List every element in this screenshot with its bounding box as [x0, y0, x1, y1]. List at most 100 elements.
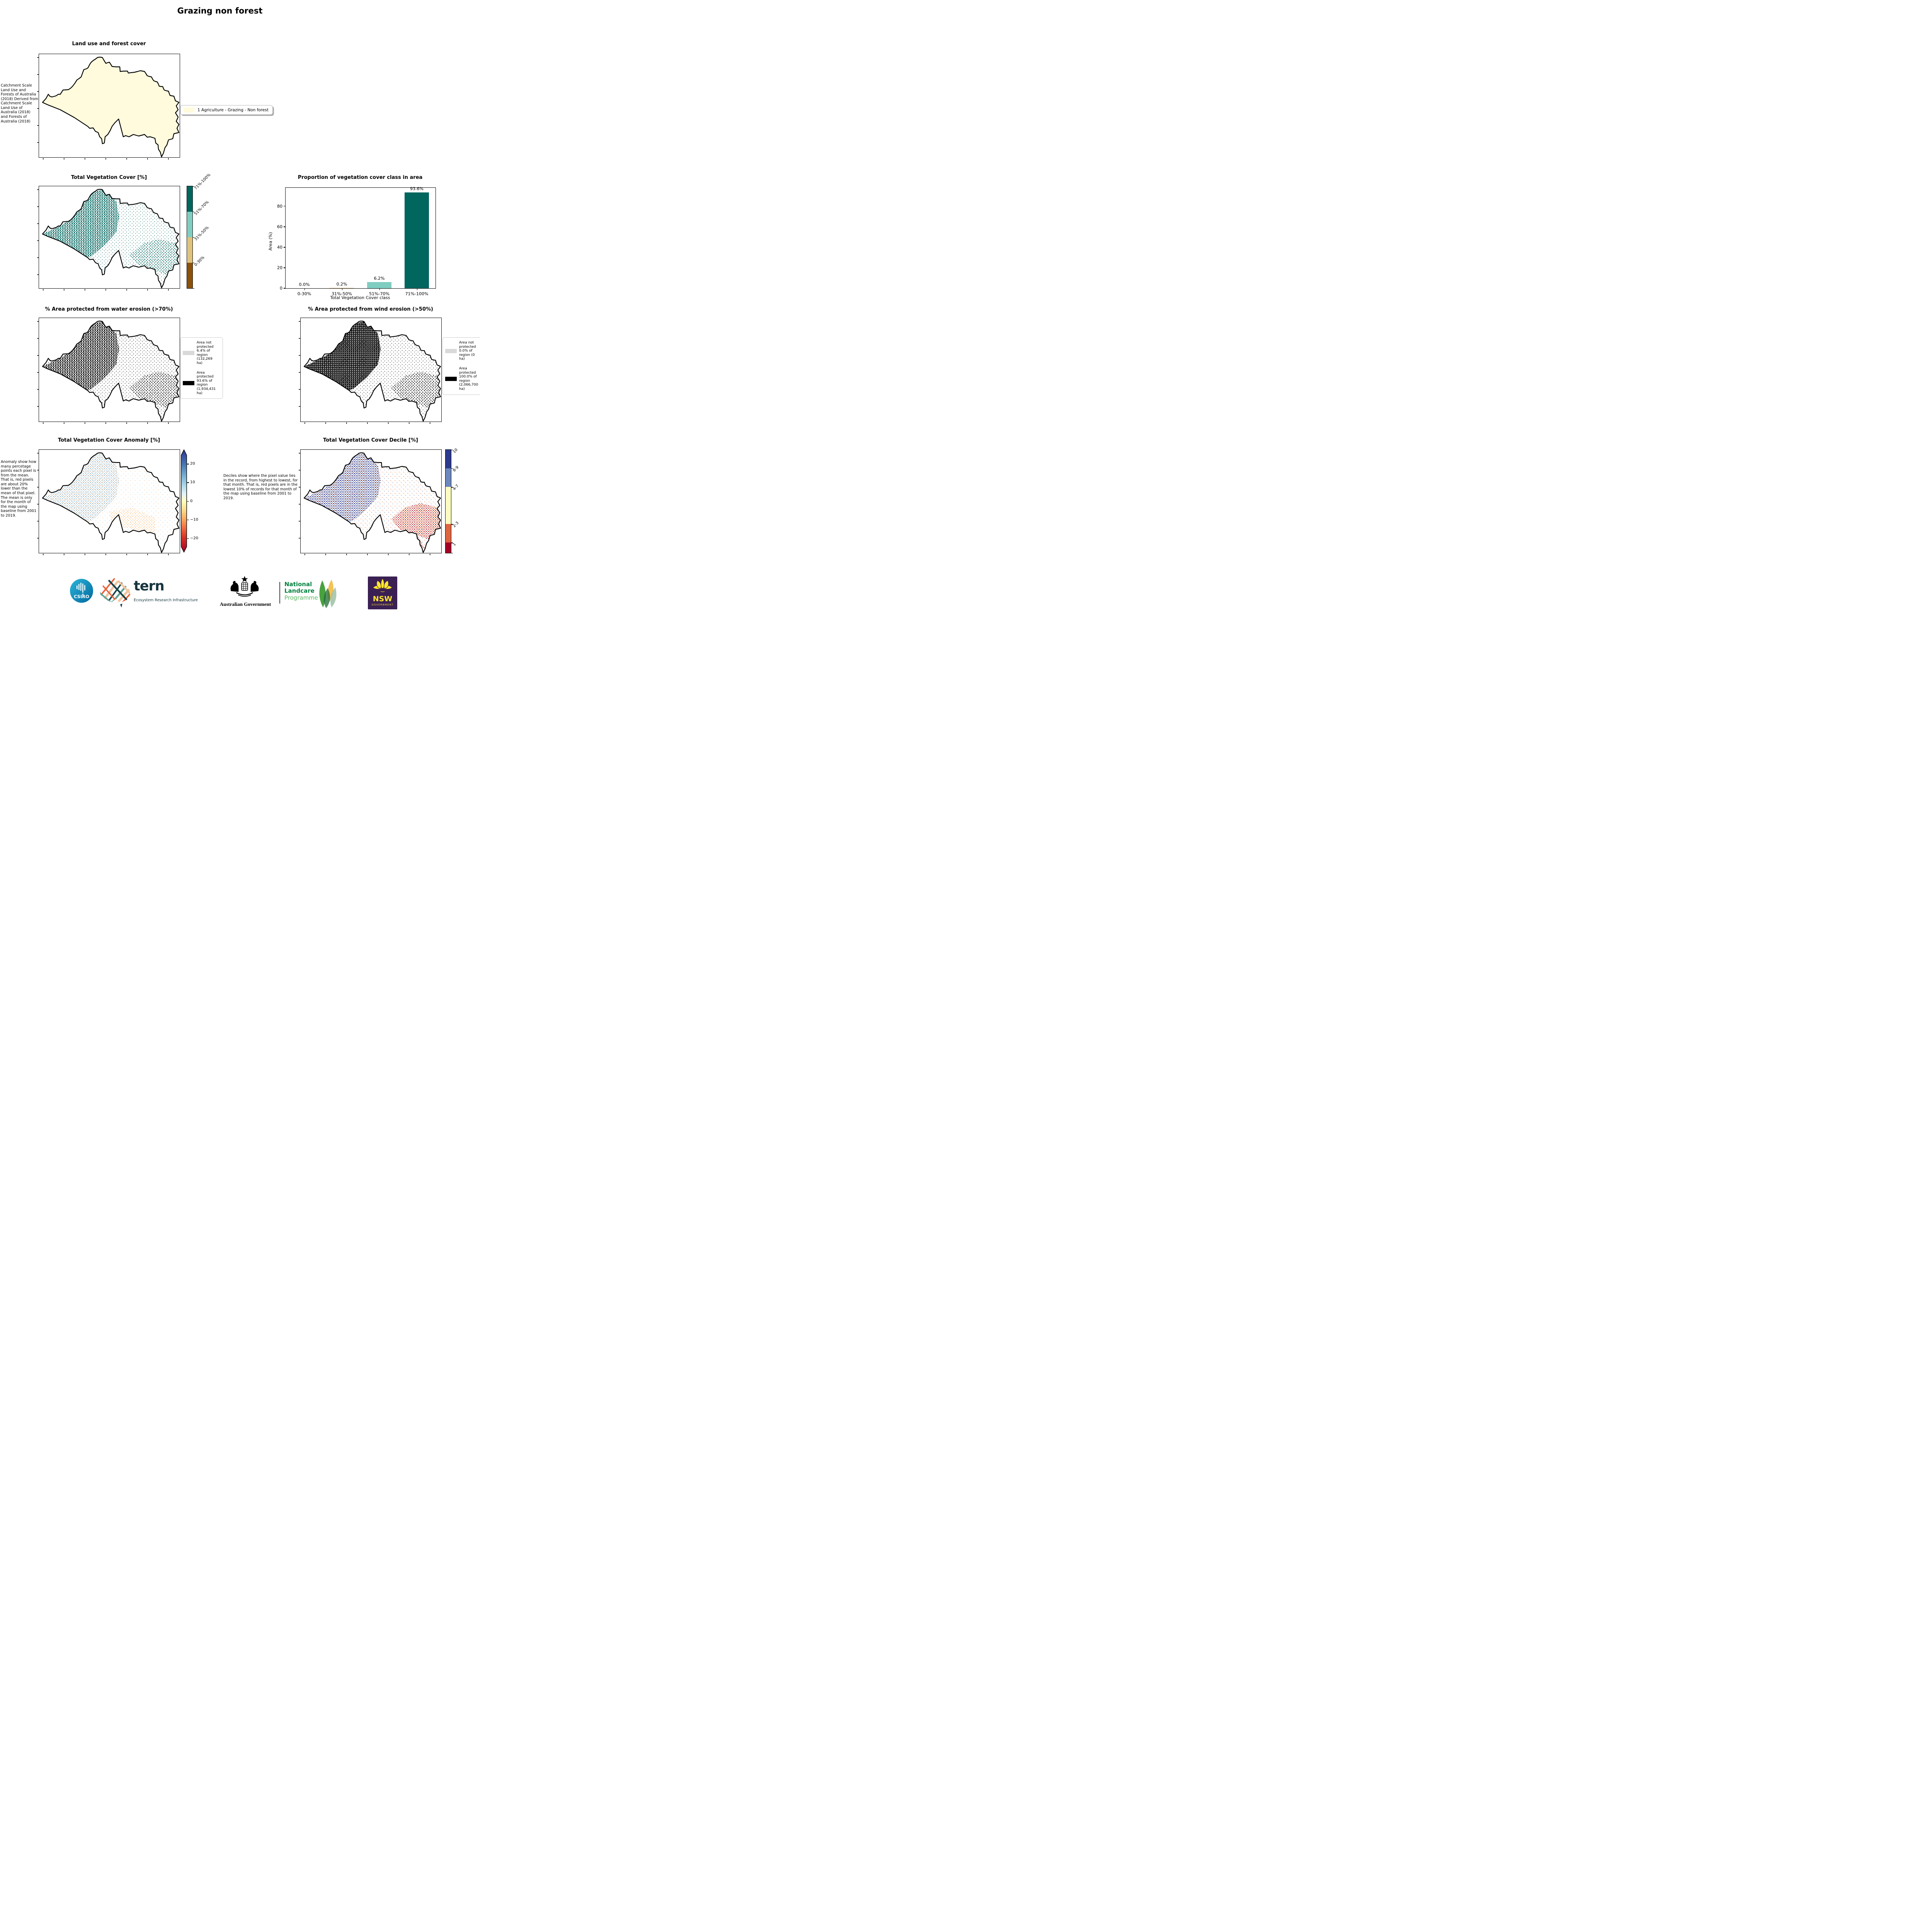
x-tick	[379, 288, 380, 290]
colorbar-segment	[187, 212, 192, 237]
water-erosion-legend: Area not protected 6.4% of region (132,2…	[180, 337, 223, 399]
tern-subtitle: Ecosystem Research Infrastructure	[134, 598, 198, 602]
report-page: Grazing non forest Land use and forest c…	[0, 0, 480, 611]
water-erosion-region	[42, 320, 180, 422]
colorbar-segment	[446, 543, 451, 553]
csiro-label: CSIRO	[74, 594, 89, 599]
anomaly-colorbar-gradient	[181, 449, 187, 553]
crest-star-icon	[241, 576, 248, 582]
csiro-burst-icon	[77, 583, 85, 595]
legend-item: Area not protected 0.0% of region (0 ha)	[445, 341, 480, 361]
bar-51-70	[367, 282, 391, 288]
legend-item: Area protected 100.0% of region (2,066,7…	[445, 367, 480, 391]
colorbar-tick	[192, 237, 194, 238]
kangaroo-icon	[230, 581, 239, 592]
legend-label: Area not protected 0.0% of region (0 ha)	[459, 341, 476, 361]
colorbar-segment	[446, 524, 451, 543]
decile-region	[303, 452, 441, 553]
colorbar-tick-label: −10	[190, 517, 199, 522]
water-erosion-map	[37, 318, 180, 424]
colorbar-tick	[187, 482, 189, 483]
page-title: Grazing non forest	[177, 6, 263, 15]
legend-label: 1 Agriculture - Grazing - Non forest	[197, 107, 269, 112]
colorbar-segment	[446, 468, 451, 487]
colorbar-tick-label: 10	[190, 480, 195, 485]
map-x-ticks	[43, 158, 178, 160]
tern-wordmark: tern	[134, 578, 165, 594]
map-x-ticks	[305, 553, 440, 555]
bar-chart-xlabel: Total Vegetation Cover class	[330, 295, 390, 300]
decile-map	[298, 449, 442, 555]
land-use-title: Land use and forest cover	[72, 41, 146, 47]
colorbar-label: 51%-70%	[194, 200, 210, 216]
bar-slot: 0.0% 0-30%	[286, 188, 323, 296]
anomaly-title: Total Vegetation Cover Anomaly [%]	[58, 437, 160, 443]
landcare-line1: National	[284, 581, 312, 588]
legend-swatch	[445, 349, 457, 354]
australian-government-crest	[226, 575, 264, 599]
map-y-ticks	[37, 57, 39, 156]
map-x-ticks	[305, 422, 440, 424]
waratah-icon	[373, 578, 393, 593]
colorbar-tick-label: 0	[190, 499, 193, 503]
bar-value-label: 6.2%	[374, 276, 385, 281]
anomaly-map	[37, 449, 180, 555]
wind-erosion-legend: Area not protected 0.0% of region (0 ha)…	[442, 337, 480, 395]
landcare-line3: Programme	[284, 594, 318, 601]
land-use-side-note: Catchment Scale Land Use and Forests of …	[1, 83, 38, 124]
colorbar-label: 71%-100%	[194, 173, 212, 191]
map-y-ticks	[37, 189, 39, 287]
colorbar-label: 0-30%	[194, 255, 206, 267]
map-x-ticks	[43, 289, 178, 291]
land-use-map	[37, 54, 180, 160]
colorbar-tick-label: 20	[190, 461, 195, 466]
colorbar-tick	[187, 501, 189, 502]
colorbar-segment	[187, 237, 192, 263]
legend-swatch	[445, 377, 457, 381]
csiro-logo: CSIRO	[70, 579, 94, 603]
colorbar-tick-label: −20	[190, 536, 199, 541]
x-tick-label: 51%-70%	[369, 291, 390, 296]
bar-slot: 6.2% 51%-70%	[361, 188, 398, 296]
bar-chart-title: Proportion of vegetation cover class in …	[298, 175, 423, 180]
map-x-ticks	[43, 422, 178, 424]
map-y-ticks	[37, 453, 39, 551]
y-tick	[284, 267, 286, 268]
map-y-ticks	[298, 453, 300, 551]
y-tick-label: 80	[277, 204, 282, 209]
emu-icon	[250, 581, 259, 592]
y-tick-label: 20	[277, 265, 282, 270]
colorbar-segment	[446, 487, 451, 524]
map-x-ticks	[43, 553, 178, 555]
colorbar-label: 31%-50%	[194, 225, 210, 242]
nsw-sublabel: GOVERNMENT	[371, 604, 394, 606]
landcare-leaves-icon	[316, 577, 339, 609]
colorbar-label: 4-7	[452, 484, 460, 492]
x-tick-label: 71%-100%	[405, 291, 429, 296]
bar-71-100	[405, 192, 429, 288]
legend-item: Area protected 93.6% of region (1,934,43…	[183, 371, 220, 396]
legend-swatch	[183, 381, 194, 385]
map-y-ticks	[37, 321, 39, 420]
bar-chart-ylabel: Area (%)	[268, 232, 273, 251]
land-use-region	[42, 56, 180, 157]
land-use-legend: 1 Agriculture - Grazing - Non forest	[180, 105, 273, 115]
y-tick	[284, 226, 286, 227]
legend-label: Area protected 100.0% of region (2,066,7…	[459, 367, 478, 391]
colorbar-label: 1	[452, 542, 457, 547]
colorbar-tick	[451, 468, 453, 469]
wind-erosion-title: % Area protected from wind erosion (>50%…	[308, 306, 433, 312]
water-erosion-title: % Area protected from water erosion (>70…	[45, 306, 173, 312]
colorbar-tick	[192, 288, 194, 289]
bar-slot: 93.6% 71%-100%	[398, 186, 436, 296]
y-tick-label: 0	[280, 286, 282, 291]
colorbar-label: 10	[452, 447, 459, 454]
y-tick-label: 40	[277, 245, 282, 250]
bar-value-label: 0.2%	[336, 282, 347, 287]
wind-erosion-map	[298, 318, 442, 424]
nsw-government-logo: NSW GOVERNMENT	[368, 577, 397, 609]
tern-australia-icon	[97, 577, 131, 608]
veg-cover-title: Total Vegetation Cover [%]	[71, 175, 147, 180]
legend-swatch	[184, 107, 194, 112]
colorbar-tick	[192, 186, 194, 187]
